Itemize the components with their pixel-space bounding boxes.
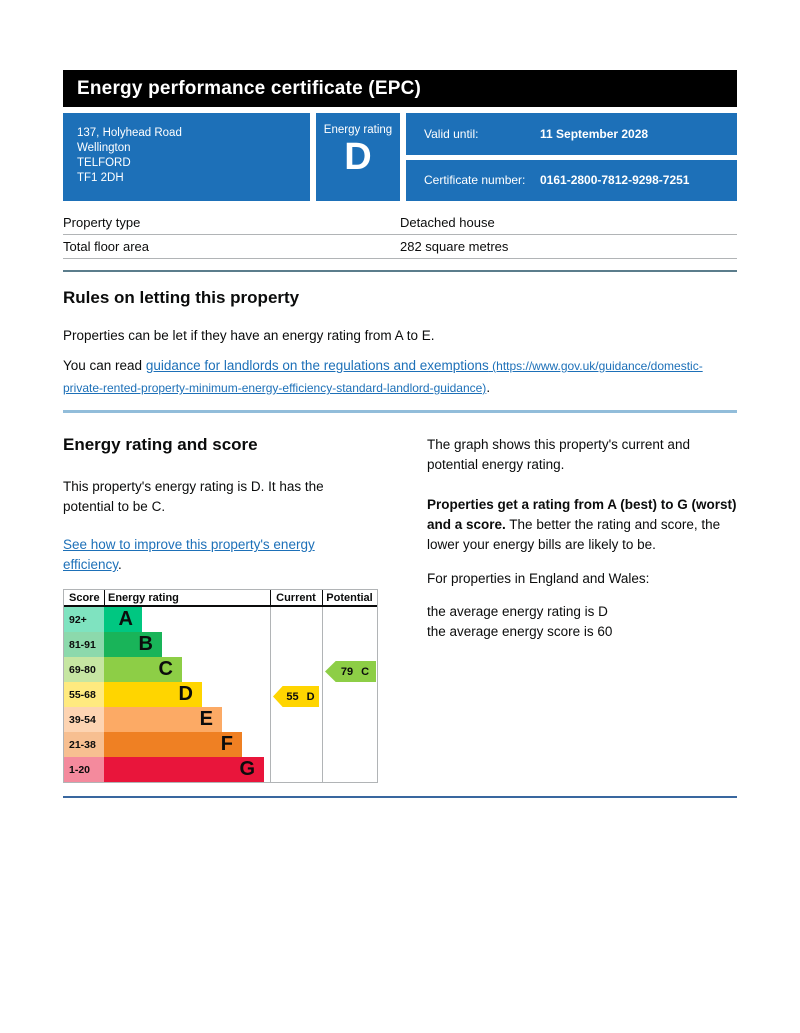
epc-score-range: 39-54 [64, 707, 104, 732]
epc-band-bar: A [104, 607, 142, 632]
potential-rating-arrow: 79 C [325, 661, 376, 682]
floor-area-value: 282 square metres [400, 239, 509, 254]
epc-band-row-a: 92+ A [64, 607, 377, 632]
england-wales-intro: For properties in England and Wales: [427, 571, 650, 586]
page-title: Energy performance certificate (EPC) [77, 77, 422, 99]
valid-until-label: Valid until: [424, 126, 479, 141]
section-divider [63, 270, 737, 272]
epc-band-bar: F [104, 732, 242, 757]
valid-until-row: Valid until: 11 September 2028 [406, 113, 737, 155]
landlord-guidance-link-url[interactable]: (https://www.gov.uk/guidance/domestic-pr… [63, 359, 703, 395]
epc-graph-header: Score Energy rating Current Potential [64, 590, 377, 607]
energy-rating-box: Energy rating D [316, 113, 400, 201]
rating-right-column: The graph shows this property's current … [427, 433, 737, 783]
epc-score-range: 81-91 [64, 632, 104, 657]
score-column-divider [104, 590, 105, 607]
summary-panel: 137, Holyhead Road Wellington TELFORD TF… [63, 113, 737, 201]
table-row: Total floor area 282 square metres [63, 235, 737, 259]
epc-band-row-g: 1-20 G [64, 757, 377, 782]
rules-paragraph-suffix: . [486, 380, 491, 395]
rating-explanation-bold: Properties get a rating from A (best) to… [427, 497, 737, 532]
current-column-divider [270, 590, 271, 782]
floor-area-label: Total floor area [63, 239, 149, 254]
epc-band-rows: 92+ A 81-91 B 69-80 C 55-68 D 39-54 E 21-38 F 1-20 G [64, 607, 377, 782]
epc-band-row-d: 55-68 D [64, 682, 377, 707]
potential-column-divider [322, 590, 323, 782]
certificate-number-value: 0161-2800-7812-9298-7251 [540, 173, 690, 188]
certificate-number-label: Certificate number: [424, 173, 526, 188]
energy-rating-column-header: Energy rating [108, 591, 179, 604]
current-column-header: Current [276, 591, 316, 604]
rating-summary-paragraph: This property's energy rating is D. It h… [63, 479, 324, 514]
rules-paragraph-prefix: You can read [63, 358, 146, 373]
property-type-label: Property type [63, 215, 141, 230]
landlord-guidance-link[interactable]: guidance for landlords on the regulation… [145, 358, 489, 373]
score-column-header: Score [69, 591, 100, 604]
rating-explanation-rest: The better the rating and score, the low… [427, 517, 721, 552]
epc-rating-graph: Score Energy rating Current Potential 92… [63, 589, 378, 783]
epc-band-row-b: 81-91 B [64, 632, 377, 657]
epc-score-range: 55-68 [64, 682, 104, 707]
epc-band-bar: E [104, 707, 222, 732]
section-divider [63, 796, 737, 798]
epc-band-bar: D [104, 682, 202, 707]
property-type-value: Detached house [400, 215, 495, 230]
rules-guidance-paragraph: You can read guidance for landlords on t… [63, 355, 737, 399]
energy-rating-section: Energy rating and score This property's … [63, 433, 737, 783]
epc-score-range: 1-20 [64, 757, 104, 782]
epc-band-bar: C [104, 657, 182, 682]
rating-explanation: Properties get a rating from A (best) to… [427, 495, 737, 555]
potential-column-header: Potential [326, 591, 373, 604]
epc-score-range: 69-80 [64, 657, 104, 682]
epc-band-bar: G [104, 757, 264, 782]
section-divider [63, 410, 737, 413]
improve-link-suffix: . [118, 557, 122, 572]
improve-efficiency-wrap: See how to improve this property's energ… [63, 535, 363, 575]
property-facts-table: Property type Detached house Total floor… [63, 211, 737, 259]
certificate-number-row: Certificate number: 0161-2800-7812-9298-… [406, 159, 737, 201]
current-rating-arrow: 55 D [273, 686, 319, 707]
epc-score-range: 92+ [64, 607, 104, 632]
epc-score-range: 21-38 [64, 732, 104, 757]
rating-left-column: Energy rating and score This property's … [63, 433, 427, 783]
property-address: 137, Holyhead Road Wellington TELFORD TF… [63, 113, 310, 201]
energy-rating-label: Energy rating [323, 124, 393, 136]
title-bar: Energy performance certificate (EPC) [63, 70, 737, 107]
epc-band-row-f: 21-38 F [64, 732, 377, 757]
improve-efficiency-link[interactable]: See how to improve this property's energ… [63, 537, 315, 572]
rules-paragraph: Properties can be let if they have an en… [63, 328, 435, 343]
validity-panel: Valid until: 11 September 2028 Certifica… [406, 113, 737, 201]
epc-band-row-c: 69-80 C [64, 657, 377, 682]
rules-heading: Rules on letting this property [63, 288, 300, 307]
certificate-content: Energy performance certificate (EPC) 137… [63, 70, 737, 798]
epc-band-row-e: 39-54 E [64, 707, 377, 732]
energy-rating-value: D [344, 136, 372, 178]
energy-rating-heading: Energy rating and score [63, 435, 258, 454]
graph-description: The graph shows this property's current … [427, 437, 690, 472]
table-row: Property type Detached house [63, 211, 737, 235]
valid-until-value: 11 September 2028 [540, 126, 649, 141]
average-rating-text: the average energy rating is D the avera… [427, 604, 613, 639]
epc-band-bar: B [104, 632, 162, 657]
